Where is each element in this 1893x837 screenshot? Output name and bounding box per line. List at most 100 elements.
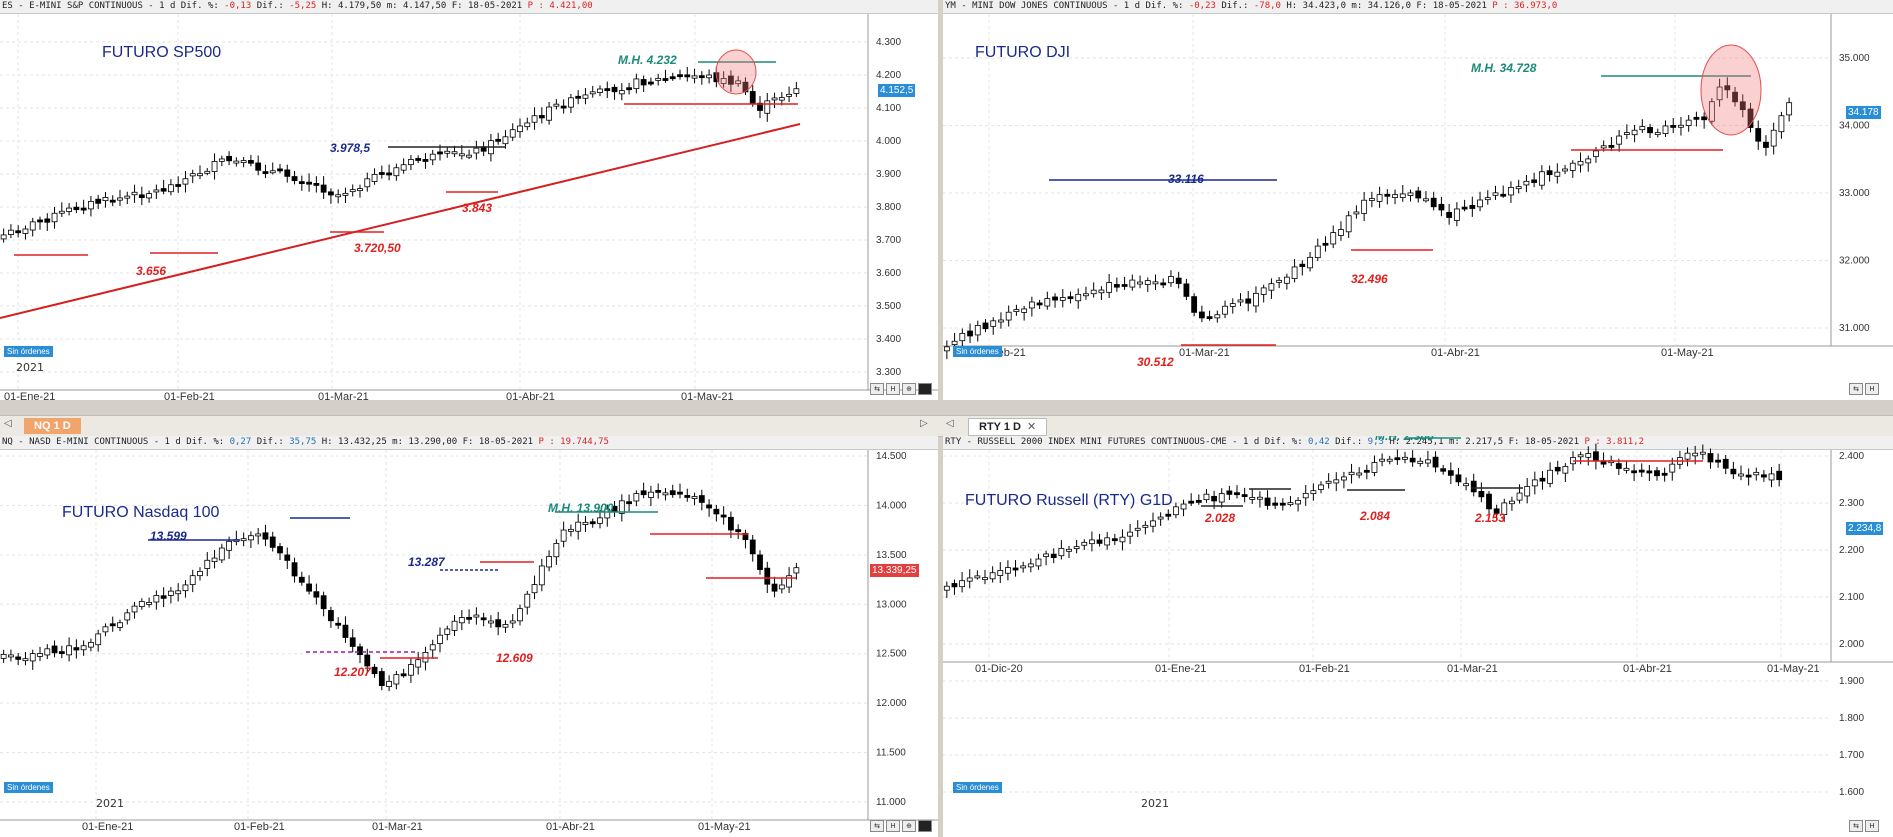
candle-body — [582, 94, 589, 99]
sp500-zoom-button[interactable]: ⇆ — [870, 383, 884, 395]
candle-body — [1470, 480, 1477, 493]
candle-body — [1701, 116, 1708, 121]
candle-body — [1531, 179, 1538, 183]
candle-body — [37, 219, 43, 223]
candle-body — [1090, 289, 1097, 295]
y-tick-label: 4.300 — [876, 37, 901, 48]
candle-body — [553, 543, 560, 558]
candle-body — [1249, 497, 1256, 500]
candle-body — [73, 206, 80, 211]
nasdaq-chart-panel[interactable]: NQ - NASD E-MINI CONTINUOUS - 1 d Dif. %… — [0, 436, 938, 837]
candle-body — [408, 664, 414, 676]
russell-zoom-button[interactable]: ⇆ — [1849, 820, 1863, 832]
candle-body — [720, 78, 727, 84]
tab-rty[interactable]: RTY 1 D ✕ — [968, 418, 1048, 436]
dji-label-3: 30.512 — [1137, 355, 1174, 369]
russell-label-1: 2.028 — [1204, 511, 1235, 525]
candle-body — [764, 567, 771, 585]
candle-body — [1203, 493, 1210, 501]
russell-header: RTY - RUSSELL 2000 INDEX MINI FUTURES CO… — [943, 436, 1893, 450]
candle-body — [1692, 452, 1699, 457]
candle-body — [749, 539, 756, 555]
candle-body — [1554, 171, 1561, 177]
candle-body — [313, 183, 320, 186]
candle-body — [1539, 477, 1546, 482]
highlight-ellipse — [1700, 44, 1762, 136]
candle-body — [378, 671, 385, 686]
nasdaq-fill-button[interactable] — [918, 820, 932, 832]
candle-body — [1440, 468, 1447, 472]
russell-save-button[interactable]: H — [1865, 820, 1879, 832]
candle-body — [1066, 548, 1072, 552]
candle-body — [1028, 301, 1035, 309]
candle-body — [1165, 513, 1172, 517]
y-tick-label: 12.500 — [876, 649, 907, 660]
nasdaq-settings-button[interactable]: ⊕ — [902, 820, 916, 832]
candle-body — [44, 648, 51, 656]
candle-body — [1345, 215, 1352, 233]
candle-body — [1104, 537, 1111, 546]
russell-chart-panel[interactable]: RTY - RUSSELL 2000 INDEX MINI FUTURES CO… — [943, 436, 1893, 837]
sp500-chart-panel[interactable]: ES - E-MINI S&P CONTINUOUS - 1 d Dif. %:… — [0, 0, 938, 400]
x-tick-label: 01-May-21 — [681, 391, 734, 400]
candle-body — [735, 529, 742, 533]
nasdaq-zoom-button[interactable]: ⇆ — [870, 820, 884, 832]
nasdaq-orders-badge[interactable]: Sin órdenes — [4, 782, 53, 793]
candle-body — [626, 501, 632, 505]
candle-body — [575, 521, 582, 532]
sp500-orders-badge[interactable]: Sin órdenes — [4, 346, 53, 357]
x-tick-label: 01-Mar-21 — [318, 391, 369, 400]
candle-body — [1214, 314, 1221, 319]
x-tick-label: 01-Ene-21 — [82, 821, 133, 833]
candle-body — [1500, 193, 1507, 197]
candle-body — [771, 97, 778, 101]
candle-body — [684, 495, 691, 498]
candle-body — [29, 221, 36, 231]
candle-body — [1379, 458, 1385, 462]
candle-body — [959, 580, 965, 588]
candle-body — [1096, 539, 1103, 544]
candle-body — [575, 95, 582, 99]
candle-body — [291, 176, 298, 182]
dji-zoom-button[interactable]: ⇆ — [1849, 383, 1863, 395]
candle-body — [1770, 129, 1777, 147]
candle-body — [8, 229, 14, 235]
candle-body — [1191, 296, 1198, 313]
y-tick-label: 2.100 — [1839, 592, 1864, 603]
dji-label-2: 32.496 — [1351, 272, 1388, 286]
candle-body — [29, 653, 36, 662]
sp500-settings-button[interactable]: ⊕ — [902, 383, 916, 395]
candle-body — [466, 616, 472, 620]
nasdaq-label-3: 12.609 — [496, 651, 533, 665]
candle-body — [982, 577, 988, 581]
candle-body — [1763, 141, 1769, 148]
candle-body — [1218, 493, 1225, 503]
russell-orders-badge[interactable]: Sin órdenes — [953, 782, 1002, 793]
candle-body — [1302, 492, 1309, 499]
russell-series — [943, 443, 1783, 599]
candle-body — [466, 154, 472, 158]
candle-body — [1638, 469, 1645, 473]
candle-body — [1739, 101, 1746, 111]
tabs-right-arrow-icon[interactable]: ▷ — [920, 418, 928, 429]
dji-chart-panel[interactable]: YM - MINI DOW JONES CONTINUOUS - 1 d Dif… — [943, 0, 1893, 400]
candle-body — [1699, 451, 1706, 455]
candle-body — [1111, 538, 1118, 542]
nasdaq-save-button[interactable]: H — [886, 820, 900, 832]
tabs-left-arrow-icon-2[interactable]: ◁ — [946, 418, 954, 429]
candle-body — [786, 93, 792, 97]
candle-body — [175, 590, 182, 595]
dji-orders-badge[interactable]: Sin órdenes — [953, 346, 1002, 357]
candle-body — [1478, 490, 1485, 498]
candle-body — [1338, 229, 1344, 236]
y-tick-label: 3.600 — [876, 268, 901, 279]
tabs-left-arrow-icon[interactable]: ◁ — [4, 418, 12, 429]
sp500-fill-button[interactable] — [918, 383, 932, 395]
x-tick-label: 01-Feb-21 — [1299, 663, 1350, 675]
x-tick-label: 01-May-21 — [1661, 347, 1714, 359]
close-icon[interactable]: ✕ — [1026, 421, 1037, 433]
candle-body — [1577, 454, 1584, 458]
sp500-save-button[interactable]: H — [886, 383, 900, 395]
dji-save-button[interactable]: H — [1865, 383, 1879, 395]
tab-nq[interactable]: NQ 1 D — [24, 418, 81, 434]
